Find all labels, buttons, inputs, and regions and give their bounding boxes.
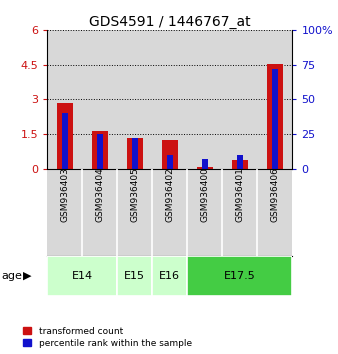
Bar [92,131,108,169]
Text: age: age [2,271,23,281]
Bar [167,155,173,169]
Bar [47,30,82,169]
Bar [187,30,222,169]
Bar [117,256,152,296]
Bar [222,30,257,169]
Bar [257,30,292,169]
Bar [97,134,103,169]
Title: GDS4591 / 1446767_at: GDS4591 / 1446767_at [89,15,251,29]
Bar [117,30,152,169]
Legend: transformed count, percentile rank within the sample: transformed count, percentile rank withi… [21,325,193,349]
Bar [47,256,117,296]
Bar [197,167,213,169]
Text: E16: E16 [159,271,180,281]
Bar [132,138,138,169]
Bar [62,113,68,169]
Text: ▶: ▶ [23,271,31,281]
Bar [152,30,187,169]
Bar [57,103,73,169]
Text: E14: E14 [72,271,93,281]
Bar [202,159,208,169]
Bar [232,160,248,169]
Bar [127,138,143,169]
Bar [82,30,117,169]
Bar [187,256,292,296]
Text: E17.5: E17.5 [224,271,256,281]
Text: E15: E15 [124,271,145,281]
Bar [152,256,187,296]
Bar [162,140,178,169]
Bar [272,69,278,169]
Bar [237,155,243,169]
Bar [267,64,283,169]
